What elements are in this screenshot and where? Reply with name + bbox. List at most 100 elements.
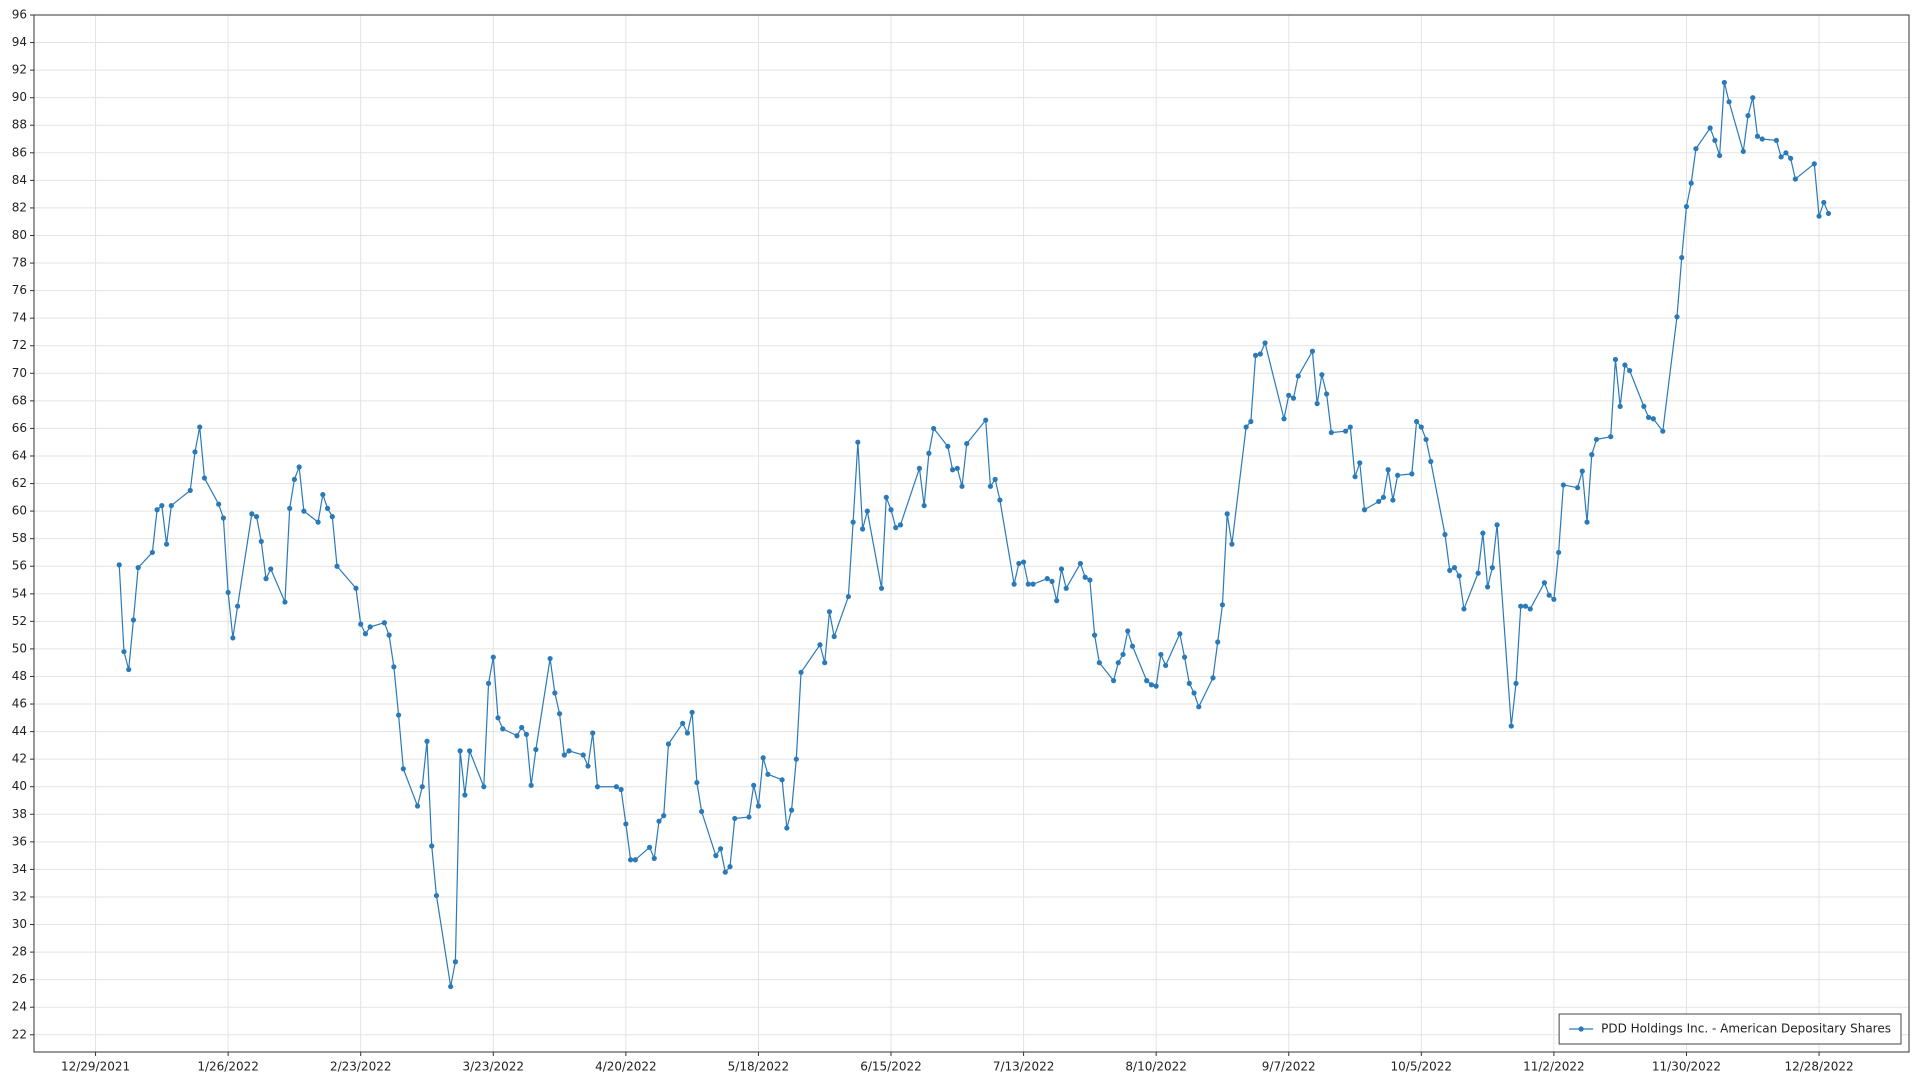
data-point bbox=[689, 709, 695, 715]
data-point bbox=[1011, 581, 1017, 587]
data-point bbox=[1092, 632, 1098, 638]
data-point bbox=[523, 731, 530, 737]
data-point bbox=[1551, 596, 1557, 602]
data-point bbox=[755, 803, 762, 809]
data-point bbox=[897, 522, 904, 528]
data-point bbox=[1788, 155, 1794, 161]
data-point bbox=[1215, 639, 1221, 645]
data-point bbox=[381, 620, 387, 626]
data-point bbox=[594, 784, 601, 790]
y-tick-label: 62 bbox=[12, 476, 27, 490]
data-point bbox=[1461, 606, 1467, 612]
data-point bbox=[1196, 704, 1202, 710]
data-point bbox=[954, 465, 960, 471]
data-point bbox=[334, 563, 340, 569]
data-point bbox=[1025, 581, 1031, 587]
y-tick-label: 84 bbox=[12, 173, 27, 187]
y-tick-label: 48 bbox=[12, 669, 27, 683]
data-point bbox=[1778, 154, 1784, 160]
data-point bbox=[1721, 79, 1727, 86]
data-point bbox=[1480, 530, 1486, 536]
data-point bbox=[855, 439, 861, 445]
data-point bbox=[983, 417, 989, 423]
data-point bbox=[1385, 467, 1391, 473]
data-point bbox=[1489, 565, 1495, 571]
data-point bbox=[1390, 497, 1396, 503]
x-tick-label: 11/30/2022 bbox=[1652, 1060, 1721, 1074]
data-point bbox=[168, 502, 174, 509]
data-point bbox=[1257, 351, 1263, 357]
data-point bbox=[1243, 424, 1249, 430]
data-point bbox=[1049, 578, 1055, 584]
data-point bbox=[1016, 560, 1022, 567]
data-point bbox=[859, 526, 866, 532]
y-tick-label: 72 bbox=[12, 338, 27, 352]
y-tick-label: 44 bbox=[12, 724, 27, 738]
data-point bbox=[1063, 585, 1069, 591]
data-point bbox=[163, 541, 170, 547]
y-tick-label: 90 bbox=[12, 90, 27, 104]
y-tick-label: 70 bbox=[12, 366, 27, 380]
data-point bbox=[1825, 210, 1832, 217]
data-point bbox=[1380, 494, 1387, 500]
data-point bbox=[268, 566, 274, 572]
data-point bbox=[1314, 401, 1320, 407]
data-point bbox=[149, 549, 155, 556]
data-point bbox=[230, 635, 236, 641]
data-point bbox=[1522, 603, 1529, 609]
y-tick-label: 56 bbox=[12, 559, 27, 573]
data-point bbox=[1816, 213, 1822, 219]
data-point bbox=[253, 514, 260, 520]
y-tick-label: 96 bbox=[12, 8, 27, 22]
data-point bbox=[452, 959, 459, 965]
data-point bbox=[831, 633, 837, 640]
data-point bbox=[1645, 414, 1652, 420]
data-point bbox=[694, 779, 700, 786]
data-point bbox=[1546, 592, 1552, 598]
data-point bbox=[1679, 254, 1685, 261]
y-tick-label: 30 bbox=[12, 917, 27, 931]
y-tick-label: 82 bbox=[12, 200, 27, 214]
data-point bbox=[1210, 675, 1216, 681]
y-tick-label: 60 bbox=[12, 504, 27, 518]
legend-label: PDD Holdings Inc. - American Depositary … bbox=[1601, 1022, 1891, 1036]
data-point bbox=[1347, 424, 1353, 430]
data-point bbox=[386, 632, 392, 638]
data-point bbox=[400, 766, 406, 772]
data-point bbox=[1418, 424, 1424, 430]
data-point bbox=[1442, 531, 1448, 538]
data-point bbox=[514, 733, 520, 739]
data-point bbox=[1324, 391, 1330, 397]
y-tick-label: 92 bbox=[12, 63, 27, 77]
data-point bbox=[1120, 651, 1126, 658]
data-point bbox=[1342, 428, 1349, 434]
data-point bbox=[1759, 136, 1765, 142]
data-point bbox=[457, 748, 463, 754]
data-point bbox=[135, 565, 141, 571]
data-point bbox=[216, 501, 222, 507]
data-point bbox=[992, 476, 998, 483]
data-point bbox=[1224, 511, 1230, 517]
data-point bbox=[296, 464, 302, 470]
data-point bbox=[561, 752, 567, 758]
data-point bbox=[1423, 436, 1429, 443]
data-point bbox=[258, 538, 264, 545]
x-tick-label: 4/20/2022 bbox=[595, 1060, 657, 1074]
data-point bbox=[945, 443, 951, 449]
data-point bbox=[1082, 574, 1088, 580]
y-tick-label: 24 bbox=[12, 1000, 27, 1014]
data-point bbox=[746, 814, 752, 820]
data-point bbox=[713, 853, 719, 859]
data-point bbox=[632, 857, 638, 863]
data-point bbox=[1163, 662, 1169, 669]
data-point bbox=[788, 807, 795, 813]
data-point bbox=[429, 843, 435, 849]
y-tick-label: 36 bbox=[12, 834, 27, 848]
data-point bbox=[490, 654, 496, 660]
y-tick-label: 46 bbox=[12, 697, 27, 711]
data-point bbox=[793, 756, 799, 762]
data-point bbox=[1617, 403, 1623, 409]
x-tick-label: 11/2/2022 bbox=[1523, 1060, 1585, 1074]
data-point bbox=[1361, 507, 1368, 513]
